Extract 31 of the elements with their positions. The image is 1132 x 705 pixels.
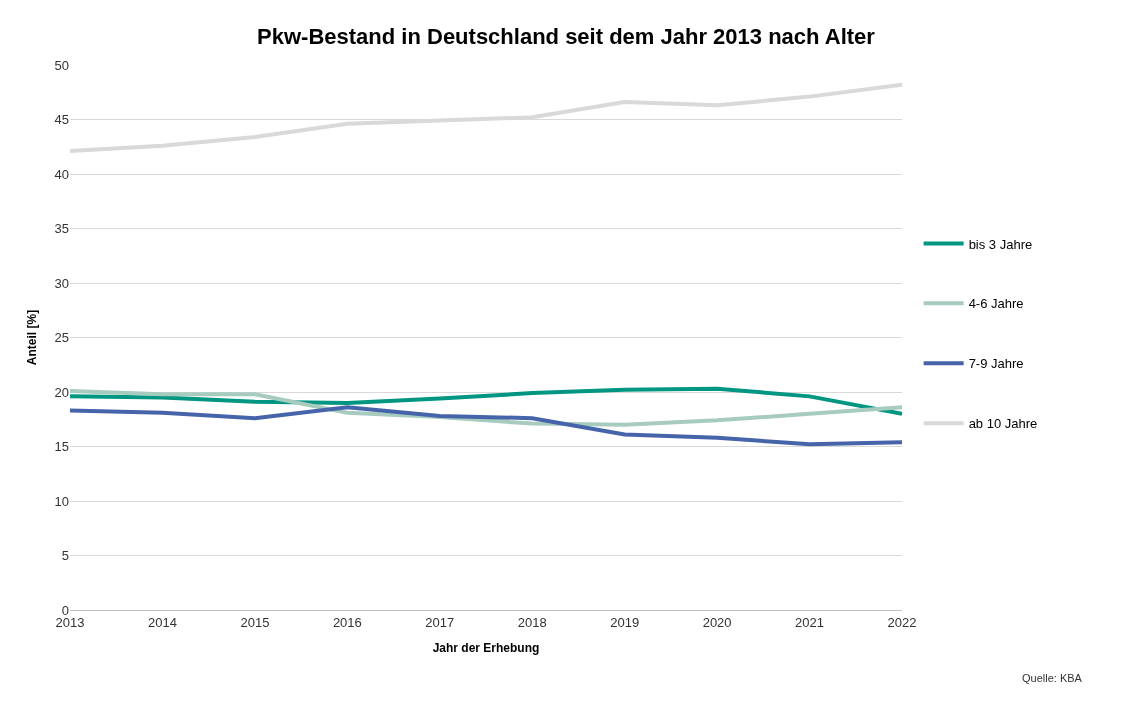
x-tick-label: 2015 (240, 614, 270, 630)
x-tick-label: 2019 (610, 614, 640, 630)
chart-title: Pkw-Bestand in Deutschland seit dem Jahr 2013 nach Alter (257, 23, 876, 49)
y-tick-label: 25 (54, 330, 69, 346)
y-tick-label: 45 (54, 112, 69, 128)
x-tick-label: 2014 (147, 614, 177, 630)
line-series (70, 82, 902, 154)
x-tick-label: 2021 (795, 614, 825, 630)
y-tick-label: 15 (54, 439, 69, 455)
line-series (70, 405, 902, 447)
x-tick-label: 2017 (425, 614, 455, 630)
x-tick-label: 2022 (887, 614, 917, 630)
x-tick-label: 2020 (702, 614, 732, 630)
x-tick-label: 2016 (332, 614, 362, 630)
y-tick-label: 50 (54, 57, 69, 73)
source-note: Quelle: KBA (1022, 672, 1083, 684)
y-tick-label: 10 (54, 493, 69, 509)
legend-label: ab 10 Jahre (968, 416, 1038, 432)
legend-label: 7-9 Jahre (968, 356, 1024, 372)
y-axis-title: Anteil [%] (24, 309, 39, 366)
line-series (70, 386, 902, 416)
y-tick-label: 30 (54, 275, 69, 291)
y-tick-label: 40 (54, 166, 69, 182)
y-tick-label: 5 (61, 548, 69, 564)
x-axis-title: Jahr der Erhebung (432, 641, 540, 656)
x-tick-label: 2018 (517, 614, 547, 630)
legend-label: 4-6 Jahre (968, 296, 1024, 312)
y-tick-label: 35 (54, 221, 69, 237)
y-tick-label: 20 (54, 384, 69, 400)
legend-label: bis 3 Jahre (968, 236, 1033, 252)
line-series (70, 388, 902, 427)
